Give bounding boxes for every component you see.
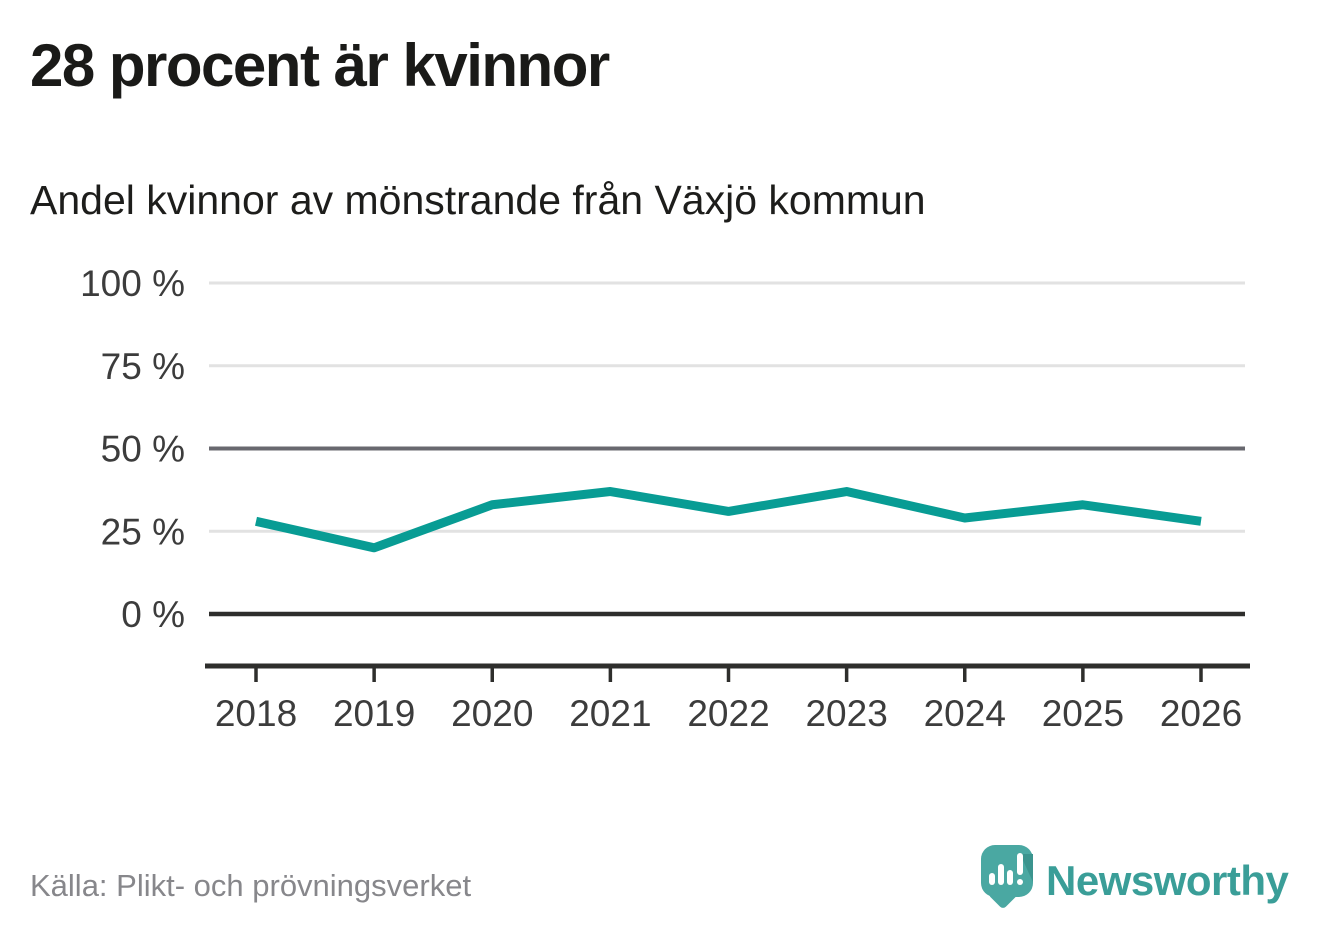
y-tick-label-0: 0 % xyxy=(121,594,185,635)
logo-chart-bar-icon xyxy=(998,864,1004,885)
chart-subtitle: Andel kvinnor av mönstrande från Växjö k… xyxy=(30,177,926,223)
brand-footer: Newsworthy xyxy=(981,845,1289,910)
x-tick-label-2024: 2024 xyxy=(924,693,1006,734)
x-tick-label-2018: 2018 xyxy=(215,693,297,734)
x-tick-label-2021: 2021 xyxy=(569,693,651,734)
logo-chart-bar-icon xyxy=(1007,870,1013,885)
x-tick-label-2023: 2023 xyxy=(805,693,887,734)
logo-chart-bar-icon xyxy=(989,873,995,885)
x-tick-label-2026: 2026 xyxy=(1160,693,1242,734)
x-tick-label-2019: 2019 xyxy=(333,693,415,734)
source-note: Källa: Plikt- och prövningsverket xyxy=(30,868,472,903)
brand-wordmark: Newsworthy xyxy=(1046,857,1289,904)
logo-exclamation-icon xyxy=(1017,853,1023,875)
newsworthy-logo-icon xyxy=(981,845,1033,910)
line-chart: 2018 2019 2020 2021 2022 2023 2024 2025 2026 0 % 2… xyxy=(80,263,1250,734)
chart-title: 28 procent är kvinnor xyxy=(30,32,610,99)
y-tick-label-100: 100 % xyxy=(80,263,185,304)
y-tick-label-25: 25 % xyxy=(101,511,185,552)
data-line-andel-kvinnor-av-mönstrande xyxy=(255,487,1202,553)
y-tick-label-50: 50 % xyxy=(101,429,185,470)
logo-exclamation-dot-icon xyxy=(1017,879,1023,885)
x-tick-label-2022: 2022 xyxy=(687,693,769,734)
x-tick-label-2025: 2025 xyxy=(1042,693,1124,734)
y-tick-label-75: 75 % xyxy=(101,346,185,387)
x-tick-label-2020: 2020 xyxy=(451,693,533,734)
